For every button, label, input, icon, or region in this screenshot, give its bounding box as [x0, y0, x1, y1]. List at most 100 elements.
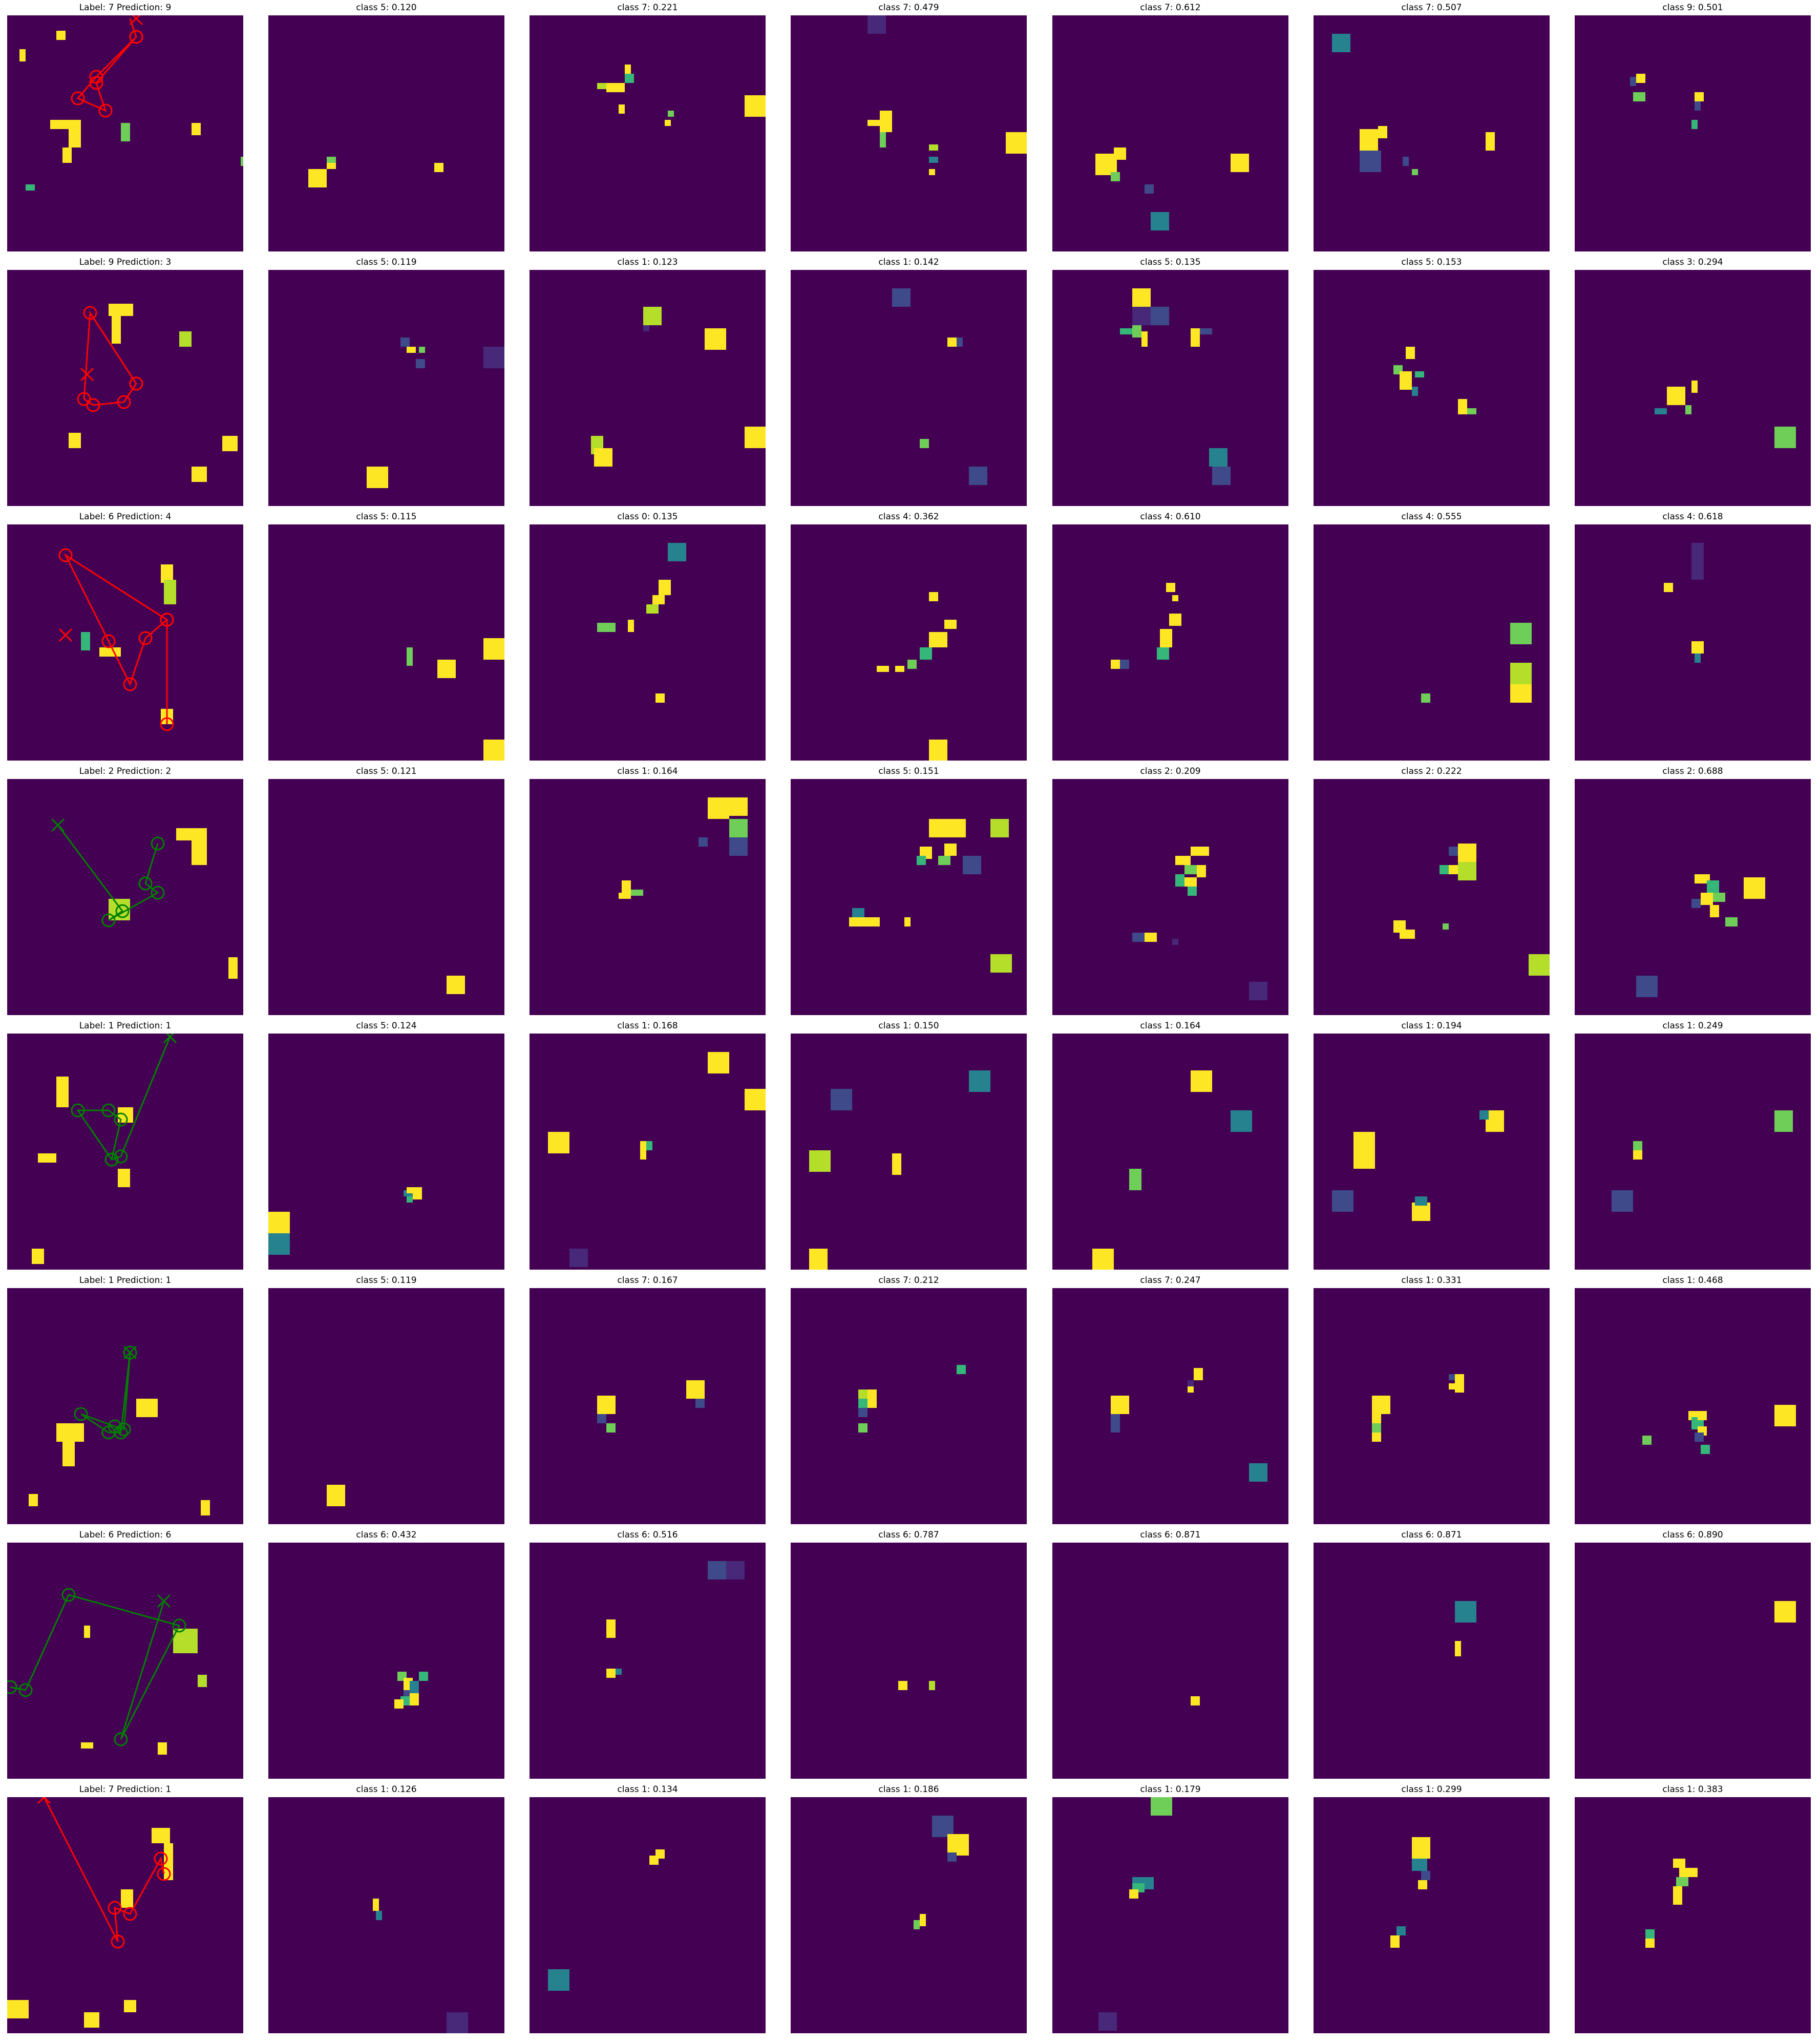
heatmap-cell	[268, 1212, 290, 1233]
class-activation-panel: class 4: 0.618	[1575, 509, 1811, 764]
heatmap-cell	[1633, 1150, 1642, 1160]
glimpse-location-marker	[58, 548, 73, 562]
glimpse-path-panel: Label: 6 Prediction: 6	[7, 1527, 243, 1782]
heatmap-cell	[1378, 126, 1387, 138]
heatmap-cell	[631, 890, 643, 896]
heatmap-image	[1052, 1797, 1288, 2033]
glimpse-path-panel: Label: 7 Prediction: 9	[7, 0, 243, 255]
heatmap-cell	[19, 49, 26, 61]
heatmap-cell	[1360, 151, 1381, 172]
heatmap-svg	[809, 1070, 990, 1270]
class-activation-panel: class 1: 0.142	[791, 255, 1027, 510]
heatmap-cell	[1421, 693, 1430, 703]
heatmap-cell	[858, 1423, 867, 1433]
class-activation-panel: class 7: 0.167	[530, 1273, 766, 1528]
heatmap-cell	[164, 580, 176, 604]
heatmap-cell	[929, 632, 947, 647]
heatmap-image	[1052, 1543, 1288, 1779]
input-image	[7, 1034, 243, 1270]
heatmap-cell	[849, 917, 871, 926]
heatmap-image	[1314, 1034, 1550, 1270]
heatmap-cell	[1449, 847, 1458, 856]
heatmap-svg	[867, 15, 1027, 175]
panel-title: class 1: 0.164	[617, 766, 678, 776]
heatmap-cell	[606, 83, 625, 92]
panel-title: class 4: 0.618	[1662, 512, 1723, 522]
heatmap-cell	[1412, 1837, 1430, 1859]
heatmap-image	[268, 270, 504, 506]
heatmap-image	[1314, 1288, 1550, 1524]
heatmap-svg	[591, 307, 766, 467]
heatmap-cell	[1095, 154, 1117, 175]
panel-title: class 1: 0.134	[617, 1784, 678, 1795]
heatmap-cell	[179, 331, 192, 347]
heatmap-cell	[1191, 847, 1209, 856]
heatmap-cell	[50, 120, 81, 129]
glimpse-path-line	[76, 1036, 171, 1161]
heatmap-cell	[1774, 1110, 1793, 1132]
heatmap-svg	[1332, 1110, 1504, 1221]
glimpse-path-line	[64, 553, 168, 724]
heatmap-cell	[1415, 371, 1424, 377]
heatmap-svg	[898, 1681, 935, 1690]
heatmap-cell	[597, 623, 616, 632]
panel-title: class 1: 0.164	[1140, 1021, 1201, 1031]
heatmap-cell	[407, 347, 416, 353]
heatmap-cell	[1455, 1374, 1464, 1393]
input-image	[7, 270, 243, 506]
panel-title: class 4: 0.555	[1401, 512, 1462, 522]
heatmap-cell	[652, 595, 665, 604]
heatmap-cell	[447, 976, 465, 994]
glimpse-location-marker	[151, 836, 165, 851]
heatmap-cell	[29, 1494, 38, 1506]
heatmap-cell	[699, 837, 708, 847]
heatmap-image	[530, 1543, 766, 1779]
heatmap-cell	[1645, 1939, 1655, 1948]
heatmap-cell	[1744, 877, 1765, 899]
glimpse-path-line	[80, 1352, 131, 1434]
heatmap-cell	[419, 1672, 428, 1681]
heatmap-cell	[1774, 1601, 1796, 1623]
heatmap-cell	[880, 132, 886, 148]
class-activation-panel: class 6: 0.890	[1575, 1527, 1811, 1782]
heatmap-cell	[659, 580, 671, 595]
heatmap-svg	[367, 338, 504, 488]
panel-title: Label: 7 Prediction: 1	[79, 1784, 172, 1795]
heatmap-cell	[831, 1089, 852, 1110]
heatmap-cell	[1633, 1141, 1642, 1150]
heatmap-svg	[1612, 1110, 1793, 1212]
heatmap-cell	[1111, 1414, 1120, 1423]
heatmap-image	[1052, 15, 1288, 251]
heatmap-cell	[1695, 874, 1710, 883]
class-activation-panel: class 1: 0.164	[1052, 1018, 1288, 1273]
heatmap-cell	[1642, 1436, 1652, 1445]
panel-title: class 1: 0.299	[1401, 1784, 1462, 1795]
heatmap-cell	[483, 740, 504, 761]
heatmap-cell	[308, 169, 327, 187]
heatmap-image	[530, 15, 766, 251]
heatmap-cell	[109, 304, 133, 316]
glimpse-location-marker	[115, 904, 130, 918]
panel-title: Label: 9 Prediction: 3	[79, 257, 172, 267]
panel-title: Label: 2 Prediction: 2	[79, 766, 172, 776]
heatmap-cell	[1372, 1414, 1381, 1423]
glimpse-path-panel: Label: 1 Prediction: 1	[7, 1018, 243, 1273]
heatmap-cell	[1486, 132, 1495, 151]
heatmap-svg	[1630, 74, 1704, 129]
heatmap-svg	[1774, 1601, 1796, 1623]
heatmap-cell	[1151, 212, 1169, 230]
heatmap-cell	[1231, 154, 1249, 172]
heatmap-svg	[1372, 1374, 1464, 1442]
heatmap-cell	[1691, 899, 1701, 908]
input-image	[7, 15, 243, 251]
heatmap-cell	[1188, 1386, 1194, 1393]
heatmap-cell	[1166, 583, 1175, 592]
heatmap-cell	[201, 1500, 210, 1515]
glimpse-location-marker	[101, 1103, 116, 1118]
heatmap-cell	[1145, 933, 1157, 942]
heatmap-cell	[1412, 1859, 1427, 1871]
heatmap-cell	[407, 1187, 413, 1193]
glimpse-location-marker	[101, 634, 116, 648]
class-activation-panel: class 4: 0.362	[791, 509, 1027, 764]
class-activation-panel: class 9: 0.501	[1575, 0, 1811, 255]
